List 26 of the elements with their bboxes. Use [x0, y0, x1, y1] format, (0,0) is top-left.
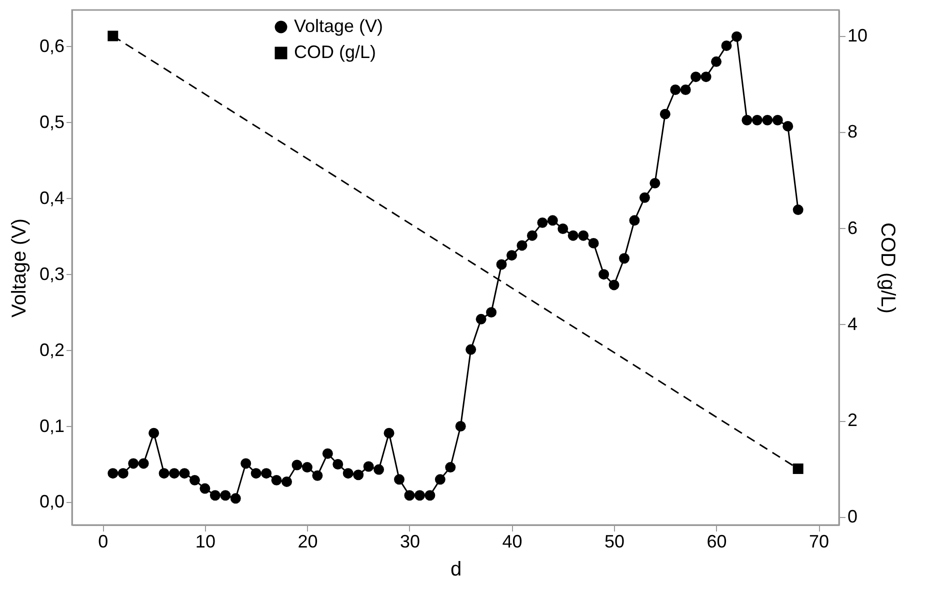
x-tick-label: 0 [98, 532, 108, 552]
y2-axis-title: COD (g/L) [876, 222, 899, 314]
y-tick-label: 0,4 [39, 188, 64, 208]
y-tick-label: 0,1 [39, 416, 64, 436]
legend-label: Voltage (V) [294, 16, 384, 36]
y-axis-title: Voltage (V) [8, 218, 30, 318]
x-tick-label: 30 [400, 532, 420, 552]
x-tick-label: 20 [298, 532, 318, 552]
x-tick-label: 50 [604, 532, 625, 552]
y-tick-label: 0,5 [39, 112, 64, 132]
x-axis-title: d [450, 558, 462, 580]
x-tick-label: 70 [809, 532, 830, 552]
y2-tick-label: 8 [848, 122, 858, 142]
y-tick-label: 0,2 [39, 340, 64, 360]
x-tick-label: 40 [502, 532, 522, 552]
y2-tick-label: 10 [848, 25, 868, 46]
y-tick-label: 0,6 [39, 36, 64, 56]
y-tick-label: 0,0 [39, 492, 64, 512]
y2-tick-label: 4 [848, 314, 858, 334]
y2-tick-label: 6 [848, 218, 858, 238]
y2-tick-label: 0 [848, 506, 858, 526]
y2-tick-label: 2 [848, 410, 858, 430]
x-tick-label: 60 [706, 532, 727, 552]
x-tick-label: 10 [195, 532, 216, 552]
legend-label: COD (g/L) [294, 42, 376, 62]
y-tick-label: 0,3 [39, 264, 64, 284]
